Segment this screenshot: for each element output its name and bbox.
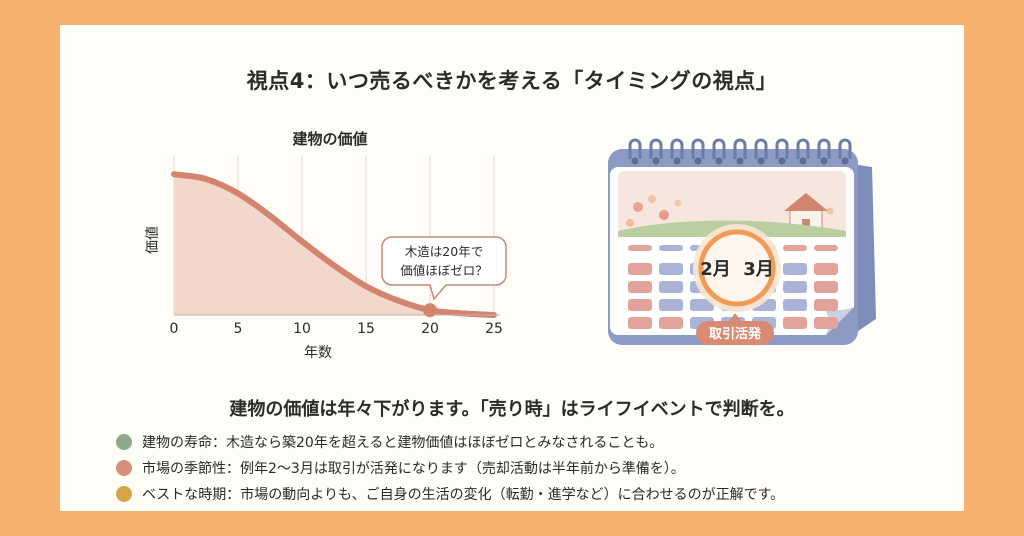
bullet-lifespan: 建物の寿命：木造なら築20年を超えると建物価値はほぼゼロとみなされることも。 [116,429,784,455]
date-cell [628,245,652,251]
binding-ring [775,138,789,159]
chart-title: 建物の価値 [292,130,367,148]
binding-ring [796,138,810,159]
date-cell [814,317,838,329]
flower-icon [626,195,834,227]
bullet-best-time: ベストな時期：市場の動向よりも、ご自身の生活の変化（転勤・進学など）に合わせるの… [116,481,784,507]
badge [696,321,774,345]
page-title: 視点4：いつ売るべきかを考える「タイミングの視点」 [246,69,778,93]
binding-hole [631,157,639,165]
binding-ring [670,138,684,159]
calendar-binding-rings [628,138,852,165]
date-cell [659,317,683,329]
binding-ring [817,138,831,159]
annotation-line-1: 木造は20年で [405,244,483,259]
bullet-dot-icon [116,434,132,450]
value-line [171,171,497,318]
bullet-list: 建物の寿命：木造なら築20年を超えると建物価値はほぼゼロとみなされることも。 市… [116,429,784,507]
date-cell [659,281,683,293]
date-cell [659,299,683,311]
bullet-text: ベストな時期：市場の動向よりも、ご自身の生活の変化（転勤・進学など）に合わせるの… [142,487,785,503]
x-tick-label: 10 [293,321,311,337]
x-tick-labels: 0 5 10 15 20 25 [170,321,503,337]
binding-ring [838,138,852,159]
x-tick-label: 0 [170,321,179,337]
date-cell [783,263,807,275]
date-cell [814,299,838,311]
binding-hole [799,157,807,165]
date-cell [783,245,807,251]
date-cell [814,263,838,275]
annotation-line-2: 価値ほぼゼロ？ [400,263,488,278]
bullet-text: 市場の季節性：例年2〜3月は取引が活発になります（売却活動は半年前から準備を）。 [142,461,685,477]
value-chart: 建物の価値 0 5 10 15 20 25 年数 価値 木造は20年で 価値ほぼゼロ？ [145,130,507,361]
date-cell [628,299,652,311]
binding-hole [715,157,723,165]
binding-ring [754,138,768,159]
calendar-illustration: 2月 3月 取引活発 [608,138,876,345]
annotation-point [423,303,437,318]
annotation-bubble-shape [381,236,507,301]
highlight-months: 2月 3月 [700,259,774,280]
date-cell [783,281,807,293]
highlight-ring [698,229,776,307]
bullet-text: 建物の寿命：木造なら築20年を超えると建物価値はほぼゼロとみなされることも。 [142,435,664,451]
date-cell [783,299,807,311]
date-cell [814,281,838,293]
date-cell [628,281,652,293]
date-cell [659,245,683,251]
date-cell [628,263,652,275]
bullet-seasonality: 市場の季節性：例年2〜3月は取引が活発になります（売却活動は半年前から準備を）。 [116,455,784,481]
x-tick-label: 20 [421,321,439,337]
value-area [174,174,494,315]
binding-hole [652,157,660,165]
binding-hole [757,157,765,165]
binding-hole [841,157,849,165]
bullet-dot-icon [116,486,132,502]
binding-hole [736,157,744,165]
binding-hole [778,157,786,165]
summary-text: 建物の価値は年々下がります。「売り時」はライフイベントで判断を。 [229,399,795,420]
binding-hole [673,157,681,165]
x-tick-label: 25 [485,321,503,337]
binding-ring [691,138,705,159]
x-tick-label: 5 [234,321,243,337]
infographic-card: 視点4：いつ売るべきかを考える「タイミングの視点」 建物の価値 0 5 10 15 20… [60,25,964,511]
binding-hole [694,157,702,165]
annotation-bubble: 木造は20年で 価値ほぼゼロ？ [381,236,507,301]
badge-pointer [729,313,741,321]
calendar-header-scene [618,171,846,237]
y-axis-label: 価値 [145,226,161,254]
date-cell [783,317,807,329]
binding-ring [628,138,642,159]
binding-ring [733,138,747,159]
bullet-dot-icon [116,460,132,476]
x-axis-label: 年数 [304,345,332,361]
date-cell [659,263,683,275]
x-tick-label: 15 [357,321,375,337]
date-cell [628,317,652,329]
date-cell [690,299,714,311]
binding-ring [712,138,726,159]
binding-ring [649,138,663,159]
binding-hole [820,157,828,165]
badge-label: 取引活発 [709,326,762,342]
date-cell [814,245,838,251]
